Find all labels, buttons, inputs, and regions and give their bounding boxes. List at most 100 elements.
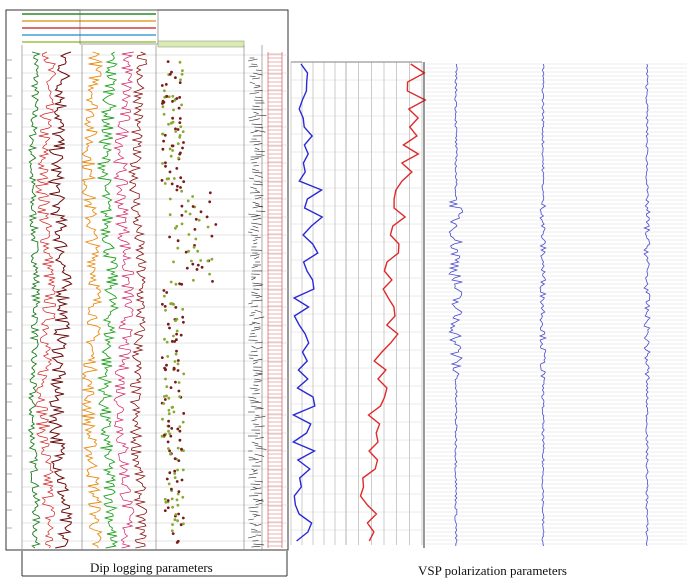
tadpole-mark bbox=[250, 157, 259, 161]
dip-point bbox=[177, 381, 181, 384]
tadpole-mark bbox=[249, 314, 255, 317]
dip-point bbox=[179, 78, 182, 82]
dip-point bbox=[167, 95, 171, 99]
tadpole-mark bbox=[251, 441, 259, 445]
tadpole-mark bbox=[249, 254, 260, 257]
tadpole-mark bbox=[250, 234, 258, 237]
dip-point bbox=[163, 433, 166, 437]
dip-point bbox=[171, 505, 175, 509]
dip-point bbox=[168, 432, 172, 436]
tadpole-mark bbox=[255, 204, 264, 208]
tadpole-mark bbox=[254, 524, 262, 527]
dip-point bbox=[167, 122, 170, 126]
dip-point bbox=[176, 362, 180, 366]
tadpole-mark bbox=[249, 192, 261, 194]
dip-point bbox=[193, 228, 197, 231]
dip-point bbox=[181, 495, 185, 499]
dip-point bbox=[163, 89, 166, 93]
tadpole-mark bbox=[251, 265, 258, 269]
tadpole-mark bbox=[255, 341, 263, 344]
tadpole-mark bbox=[249, 387, 258, 390]
tadpole-mark bbox=[253, 72, 263, 76]
vsp-trace bbox=[643, 63, 651, 547]
dip-point bbox=[177, 459, 181, 462]
dip-point bbox=[170, 406, 174, 409]
dip-point bbox=[174, 513, 178, 516]
dip-point bbox=[177, 490, 181, 493]
dip-point bbox=[171, 144, 175, 148]
dip-point bbox=[170, 182, 174, 186]
dip-point bbox=[179, 125, 183, 129]
dip-point bbox=[172, 303, 176, 306]
tadpole-mark bbox=[255, 114, 267, 116]
dip-point bbox=[161, 147, 165, 151]
tadpole-mark bbox=[251, 222, 262, 225]
tadpole-mark bbox=[251, 468, 256, 472]
dip-point bbox=[171, 523, 174, 526]
tadpole-mark bbox=[249, 141, 261, 143]
dip-point bbox=[161, 302, 164, 306]
dip-point bbox=[175, 97, 179, 100]
tadpole-mark bbox=[252, 201, 260, 205]
tadpole-mark bbox=[249, 510, 259, 513]
tadpole-mark bbox=[251, 345, 256, 349]
tadpole-mark bbox=[248, 335, 257, 338]
tadpole-mark bbox=[253, 316, 265, 320]
dip-point bbox=[181, 468, 185, 472]
tadpole-mark bbox=[254, 444, 263, 448]
tadpole-mark bbox=[255, 153, 265, 156]
tadpole-mark bbox=[254, 89, 263, 92]
tadpole-mark bbox=[253, 358, 263, 362]
dip-point bbox=[167, 447, 170, 450]
tadpole-mark bbox=[252, 423, 260, 425]
dip-point bbox=[180, 282, 184, 286]
dip-point bbox=[172, 260, 175, 264]
tadpole-mark bbox=[248, 456, 256, 459]
dip-point bbox=[210, 257, 214, 261]
dip-point bbox=[178, 135, 182, 139]
dip-point bbox=[192, 245, 196, 249]
dip-point bbox=[171, 116, 175, 120]
dip-point bbox=[214, 223, 218, 226]
tadpole-mark bbox=[250, 350, 258, 353]
dip-point bbox=[194, 217, 198, 221]
dip-point bbox=[178, 429, 182, 433]
vsp-curve-left bbox=[291, 63, 324, 542]
tadpole-mark bbox=[248, 302, 253, 305]
tadpole-mark bbox=[250, 401, 262, 404]
dip-point bbox=[179, 523, 183, 527]
dip-point bbox=[175, 498, 179, 502]
tadpole-mark bbox=[254, 150, 265, 152]
tadpole-mark bbox=[251, 294, 260, 296]
tadpole-mark bbox=[249, 75, 256, 77]
tadpole-mark bbox=[252, 498, 264, 502]
tadpole-mark bbox=[254, 197, 262, 200]
dip-point bbox=[167, 396, 171, 400]
dip-point bbox=[181, 69, 184, 72]
dip-point bbox=[208, 272, 212, 276]
dip-point bbox=[180, 213, 184, 217]
dip-point bbox=[182, 320, 185, 324]
tadpole-mark bbox=[251, 328, 261, 332]
dip-point bbox=[211, 280, 214, 283]
dip-point bbox=[168, 147, 172, 151]
dip-point bbox=[165, 95, 169, 98]
tadpole-mark bbox=[254, 378, 262, 381]
tadpole-mark bbox=[252, 225, 259, 229]
dip-point bbox=[175, 338, 178, 342]
log-curve bbox=[34, 51, 57, 549]
dip-point bbox=[166, 499, 170, 502]
tadpole-mark bbox=[252, 239, 258, 242]
dip-point bbox=[173, 476, 177, 479]
dip-point bbox=[163, 294, 166, 298]
dip-point bbox=[182, 372, 186, 376]
dip-point bbox=[208, 191, 212, 195]
dip-point bbox=[172, 410, 176, 414]
tadpole-mark bbox=[252, 369, 263, 372]
vsp-curve-right bbox=[359, 63, 427, 542]
dip-point bbox=[169, 280, 173, 284]
tadpole-mark bbox=[253, 242, 258, 245]
dip-point bbox=[168, 471, 172, 475]
tadpole-mark bbox=[251, 108, 263, 111]
dip-point bbox=[181, 130, 185, 134]
